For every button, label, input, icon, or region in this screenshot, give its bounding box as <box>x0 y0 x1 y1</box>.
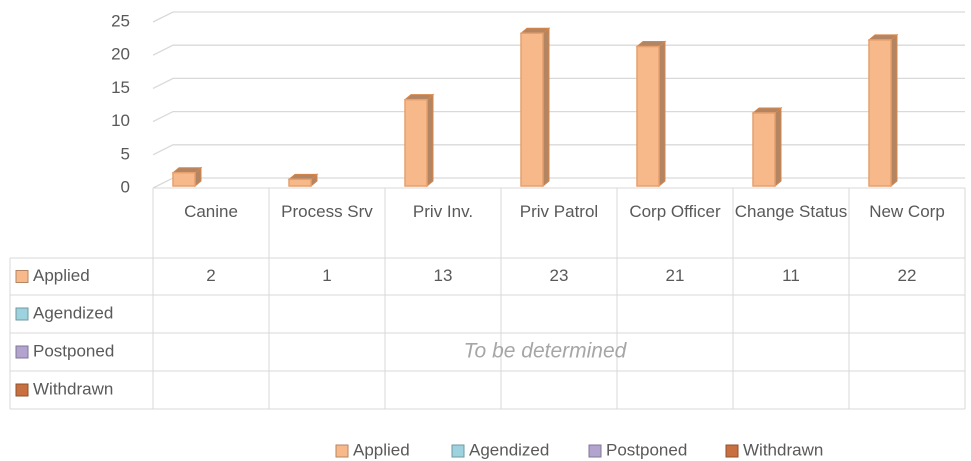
table-legend-key <box>15 345 29 359</box>
y-tick-label: 10 <box>111 111 130 130</box>
bar-front <box>636 45 660 187</box>
legend-label: Agendized <box>469 440 549 459</box>
legend-label: Applied <box>353 440 410 459</box>
x-tick-label: Process Srv <box>281 202 373 221</box>
legend-label: Postponed <box>606 440 687 459</box>
category-label: Corp Officer <box>629 202 721 221</box>
grid-line <box>152 77 965 89</box>
x-tick-label: Canine <box>184 202 238 221</box>
category-label: New Corp <box>869 202 945 221</box>
y-tick-label: 20 <box>111 45 130 64</box>
x-tick-label: Priv Inv. <box>412 202 474 221</box>
grid-line <box>152 144 965 156</box>
table-value: 1 <box>322 266 331 285</box>
bar-side <box>774 106 782 188</box>
table-value: 2 <box>206 266 215 285</box>
category-label: Priv Inv. <box>412 202 474 221</box>
bar-front <box>172 171 196 187</box>
x-tick-label: Corp Officer <box>629 202 721 221</box>
x-tick-label: New Corp <box>869 202 945 221</box>
category-label: Priv Patrol <box>519 202 599 221</box>
bar-side <box>890 33 898 188</box>
table-value: 11 <box>782 266 800 285</box>
grid-line <box>152 110 965 123</box>
table-value: 21 <box>666 266 685 285</box>
y-tick-label: 5 <box>121 144 130 163</box>
bar <box>867 33 899 188</box>
bar-side <box>542 27 550 188</box>
category-label: Process Srv <box>281 202 373 221</box>
bar-front <box>404 98 428 187</box>
bar-front <box>752 112 776 187</box>
table-legend-key <box>15 307 29 321</box>
table-legend-key <box>15 383 29 397</box>
y-tick-label: 25 <box>111 11 130 30</box>
x-tick-label: Change Status <box>734 202 848 221</box>
bar-front <box>288 178 312 187</box>
table-value: 22 <box>898 266 917 285</box>
annotation: To be determined <box>464 340 628 363</box>
legend-key <box>588 444 602 458</box>
x-tick-label: Priv Patrol <box>519 202 599 221</box>
y-tick-label: 0 <box>121 177 130 196</box>
category-label: Change Status <box>734 202 848 221</box>
bar <box>171 166 203 188</box>
bar <box>635 40 667 188</box>
grid-line <box>152 177 965 189</box>
bar-side <box>426 93 434 188</box>
bar <box>519 27 551 188</box>
bar <box>751 106 783 188</box>
bar-front <box>868 39 892 187</box>
legend-key <box>451 444 465 458</box>
table-value: 13 <box>434 266 453 285</box>
table-value: 23 <box>550 266 569 285</box>
y-tick-label: 15 <box>111 78 130 97</box>
grid-line <box>152 44 965 56</box>
bar-side <box>658 40 666 188</box>
table-legend-key <box>15 270 29 283</box>
table-row-header: Postponed <box>33 341 114 360</box>
category-label: Canine <box>184 202 238 221</box>
table-row-header: Applied <box>33 266 90 285</box>
legend-key <box>335 444 349 458</box>
grid-line <box>152 11 965 23</box>
legend-key <box>725 444 739 458</box>
bar <box>403 93 435 188</box>
legend-label: Withdrawn <box>743 440 823 459</box>
table-row-header: Withdrawn <box>33 379 113 398</box>
table-row-header: Agendized <box>33 303 113 322</box>
bar <box>287 173 319 188</box>
bar-front <box>520 32 544 187</box>
